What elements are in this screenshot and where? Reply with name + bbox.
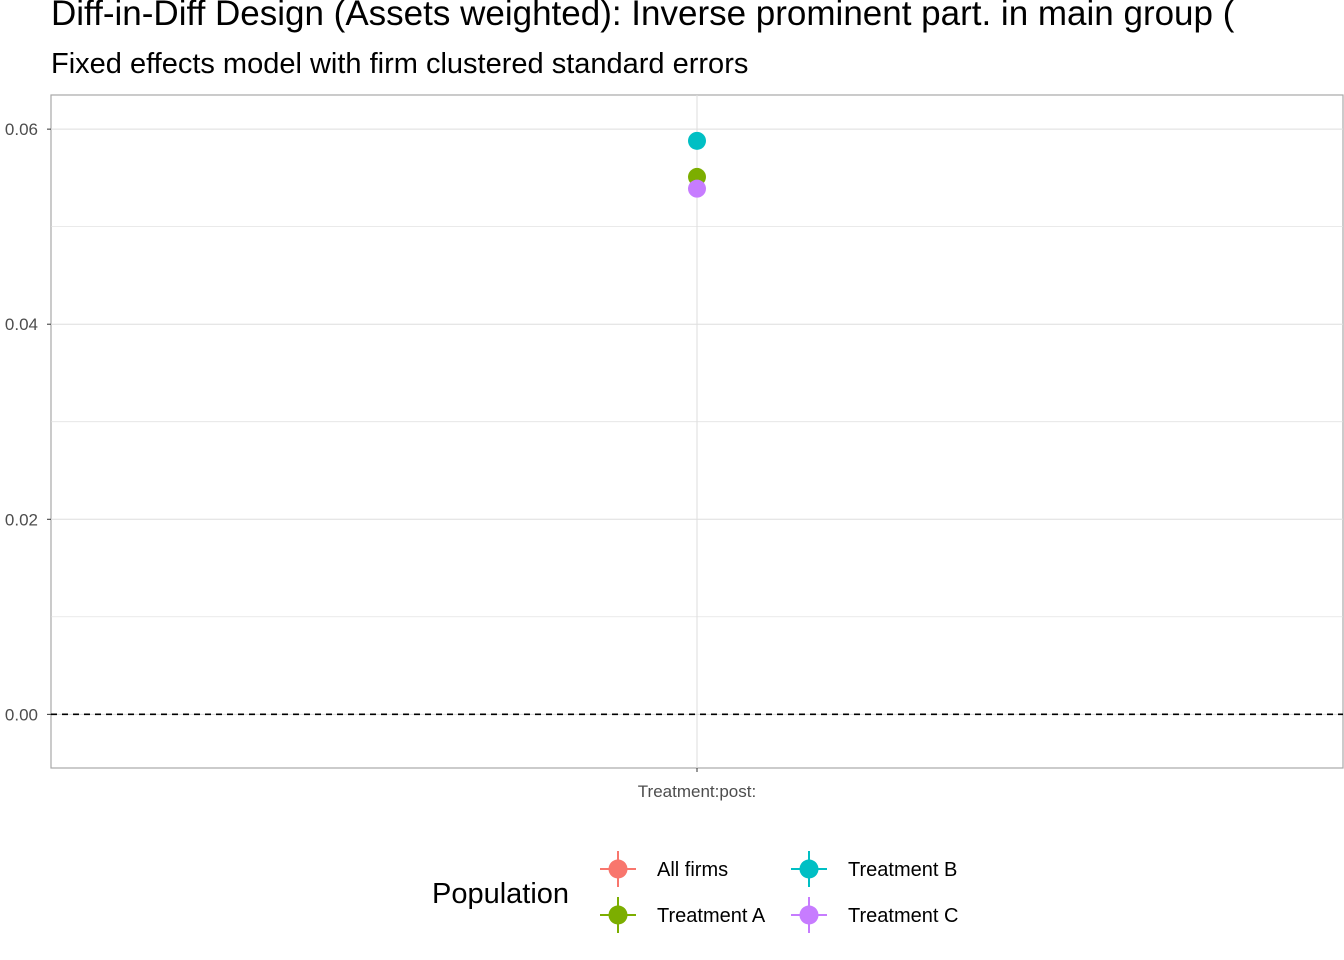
y-tick-label: 0.04 <box>5 315 38 334</box>
x-tick-label: Treatment:post: <box>638 782 756 801</box>
y-tick-label: 0.02 <box>5 510 38 529</box>
legend-key-point <box>799 905 819 925</box>
legend: Population All firms Treatment A Treatment … <box>432 851 958 933</box>
grid-lines <box>51 95 1343 768</box>
legend-item: All firms <box>600 851 728 887</box>
axes: 0.00 0.02 0.04 0.06 Treatment:post: <box>5 120 756 801</box>
data-point <box>688 179 706 198</box>
legend-label: All firms <box>657 859 728 881</box>
legend-item: Treatment B <box>791 851 957 887</box>
legend-item: Treatment C <box>791 897 958 933</box>
legend-label: Treatment B <box>848 859 957 881</box>
legend-title: Population <box>432 878 569 910</box>
legend-key-point <box>608 905 628 925</box>
y-tick-label: 0.00 <box>5 705 38 724</box>
legend-label: Treatment C <box>848 905 958 927</box>
y-tick-label: 0.06 <box>5 120 38 139</box>
legend-label: Treatment A <box>657 905 766 927</box>
data-points <box>688 131 706 198</box>
legend-item: Treatment A <box>600 897 766 933</box>
legend-key-point <box>799 859 819 879</box>
data-point <box>688 131 706 150</box>
chart-title: Diff-in-Diff Design (Assets weighted): I… <box>51 0 1235 33</box>
chart-subtitle: Fixed effects model with firm clustered … <box>51 48 749 80</box>
legend-key-point <box>608 859 628 879</box>
